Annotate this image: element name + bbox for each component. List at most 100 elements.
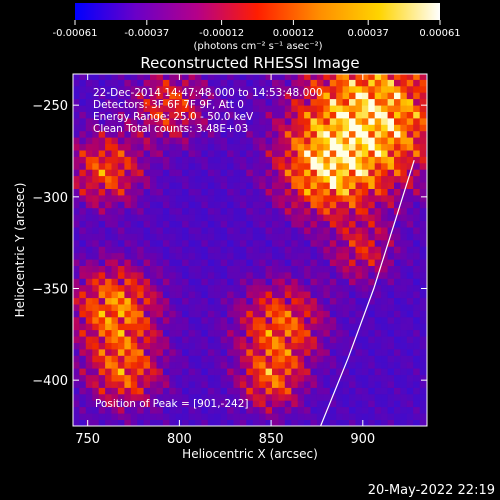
heatmap-cell bbox=[98, 156, 106, 164]
heatmap-cell bbox=[336, 259, 343, 266]
heatmap-cell bbox=[259, 252, 266, 260]
heatmap-cell bbox=[413, 79, 420, 87]
heatmap-cell bbox=[297, 272, 305, 279]
heatmap-cell bbox=[150, 381, 157, 388]
heatmap-cell bbox=[111, 137, 119, 145]
heatmap-cell bbox=[381, 85, 388, 93]
heatmap-cell bbox=[207, 336, 215, 343]
heatmap-cell bbox=[336, 201, 343, 209]
heatmap-cell bbox=[400, 143, 408, 151]
heatmap-cell bbox=[272, 79, 279, 87]
heatmap-cell bbox=[85, 291, 93, 299]
heatmap-cell bbox=[355, 201, 363, 209]
heatmap-cell bbox=[394, 355, 401, 363]
heatmap-cell bbox=[182, 336, 189, 343]
heatmap-cell bbox=[130, 336, 138, 343]
heatmap-cell bbox=[214, 387, 221, 395]
heatmap-cell bbox=[355, 246, 363, 254]
heatmap-cell bbox=[310, 252, 318, 260]
heatmap-cell bbox=[368, 156, 376, 164]
heatmap-cell bbox=[316, 400, 324, 408]
heatmap-cell bbox=[278, 118, 286, 125]
heatmap-cell bbox=[220, 406, 228, 414]
heatmap-cell bbox=[419, 220, 427, 228]
heatmap-cell bbox=[406, 201, 414, 209]
heatmap-cell bbox=[419, 419, 427, 426]
heatmap-cell bbox=[278, 137, 286, 145]
heatmap-cell bbox=[291, 201, 299, 209]
heatmap-cell bbox=[150, 92, 157, 100]
heatmap-cell bbox=[329, 85, 337, 93]
heatmap-cell bbox=[150, 130, 157, 138]
heatmap-cell bbox=[137, 124, 144, 132]
heatmap-cell bbox=[419, 265, 427, 273]
heatmap-cell bbox=[400, 368, 408, 376]
heatmap-cell bbox=[349, 239, 356, 247]
heatmap-cell bbox=[124, 98, 132, 106]
heatmap-cell bbox=[150, 169, 157, 177]
heatmap-cell bbox=[394, 374, 401, 382]
heatmap-cell bbox=[105, 329, 112, 337]
heatmap-cell bbox=[387, 214, 395, 222]
heatmap-cell bbox=[98, 374, 106, 382]
heatmap-cell bbox=[175, 413, 183, 420]
heatmap-cell bbox=[182, 220, 189, 228]
heatmap-cell bbox=[239, 227, 247, 234]
heatmap-cell bbox=[387, 272, 395, 279]
heatmap-cell bbox=[73, 329, 80, 337]
heatmap-cell bbox=[259, 336, 266, 343]
heatmap-cell bbox=[130, 355, 138, 363]
heatmap-cell bbox=[201, 79, 209, 87]
heatmap-cell bbox=[342, 175, 350, 183]
heatmap-cell bbox=[201, 342, 209, 350]
heatmap-cell bbox=[143, 284, 151, 292]
heatmap-cell bbox=[336, 118, 343, 125]
heatmap-cell bbox=[111, 316, 119, 324]
heatmap-cell bbox=[73, 214, 80, 222]
heatmap-cell bbox=[304, 323, 311, 331]
heatmap-cell bbox=[381, 400, 388, 408]
heatmap-cell bbox=[195, 130, 202, 138]
heatmap-cell bbox=[227, 265, 234, 273]
heatmap-cell bbox=[265, 413, 273, 420]
heatmap-cell bbox=[214, 79, 221, 87]
heatmap-cell bbox=[111, 85, 119, 93]
heatmap-cell bbox=[381, 188, 388, 196]
heatmap-cell bbox=[79, 111, 87, 119]
heatmap-cell bbox=[342, 201, 350, 209]
heatmap-cell bbox=[361, 169, 369, 177]
heatmap-cell bbox=[175, 214, 183, 222]
heatmap-cell bbox=[188, 342, 196, 350]
heatmap-cell bbox=[214, 374, 221, 382]
heatmap-cell bbox=[188, 272, 196, 279]
heatmap-cell bbox=[316, 406, 324, 414]
heatmap-cell bbox=[169, 105, 177, 112]
heatmap-cell bbox=[188, 118, 196, 125]
heatmap-cell bbox=[124, 220, 132, 228]
heatmap-cell bbox=[162, 98, 170, 106]
heatmap-cell bbox=[368, 419, 376, 426]
heatmap-cell bbox=[259, 284, 266, 292]
heatmap-cell bbox=[233, 79, 241, 87]
heatmap-cell bbox=[361, 239, 369, 247]
heatmap-cell bbox=[329, 304, 337, 311]
heatmap-cell bbox=[246, 169, 254, 177]
heatmap-cell bbox=[272, 74, 279, 80]
heatmap-cell bbox=[207, 156, 215, 164]
heatmap-cell bbox=[361, 201, 369, 209]
heatmap-cell bbox=[130, 297, 138, 305]
heatmap-cell bbox=[304, 137, 311, 145]
heatmap-cell bbox=[175, 143, 183, 151]
heatmap-cell bbox=[310, 355, 318, 363]
heatmap-cell bbox=[284, 105, 292, 112]
heatmap-cell bbox=[92, 284, 100, 292]
heatmap-cell bbox=[124, 175, 132, 183]
heatmap-cell bbox=[73, 355, 80, 363]
heatmap-cell bbox=[188, 329, 196, 337]
heatmap-cell bbox=[105, 118, 112, 125]
heatmap-cell bbox=[355, 291, 363, 299]
heatmap-cell bbox=[175, 195, 183, 202]
heatmap-cell bbox=[92, 98, 100, 106]
heatmap-cell bbox=[92, 374, 100, 382]
heatmap-cell bbox=[73, 79, 80, 87]
